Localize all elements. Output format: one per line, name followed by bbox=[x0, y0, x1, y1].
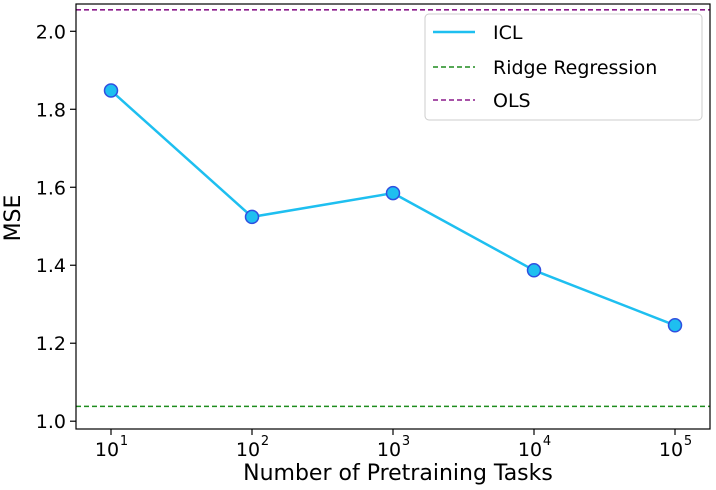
icl-data-point bbox=[667, 318, 683, 333]
y-tick-label: 2.0 bbox=[36, 21, 66, 43]
y-tick-label: 1.8 bbox=[36, 99, 66, 121]
x-tick-label: 10 bbox=[518, 439, 542, 461]
x-tick-label: 10 bbox=[377, 439, 401, 461]
x-axis-title: Number of Pretraining Tasks bbox=[243, 461, 553, 486]
x-tick-exponent: 4 bbox=[543, 434, 551, 449]
plot-frame bbox=[75, 3, 711, 430]
icl-data-point bbox=[385, 185, 401, 201]
y-tick-label: 1.4 bbox=[36, 255, 66, 277]
legend-label-ridge-regression: Ridge Regression bbox=[493, 57, 657, 79]
x-tick-exponent: 5 bbox=[684, 434, 692, 449]
legend-label-icl: ICL bbox=[493, 22, 523, 44]
icl-data-point bbox=[244, 209, 260, 225]
y-tick-label: 1.2 bbox=[36, 333, 66, 355]
icl-data-point bbox=[103, 83, 119, 98]
y-axis-title: MSE bbox=[1, 195, 26, 242]
x-tick-label: 10 bbox=[236, 439, 260, 461]
x-tick-exponent: 3 bbox=[402, 434, 410, 449]
y-tick-label: 1.0 bbox=[36, 411, 66, 433]
y-tick-label: 1.6 bbox=[36, 177, 66, 199]
icl-data-point bbox=[526, 263, 542, 278]
legend-box bbox=[424, 13, 703, 121]
x-tick-exponent: 2 bbox=[261, 434, 269, 449]
legend-label-ols: OLS bbox=[493, 90, 531, 112]
x-tick-exponent: 1 bbox=[120, 434, 128, 449]
x-tick-label: 10 bbox=[659, 439, 683, 461]
x-tick-label: 10 bbox=[95, 439, 119, 461]
legend: ICL Ridge Regression OLS bbox=[424, 13, 703, 121]
